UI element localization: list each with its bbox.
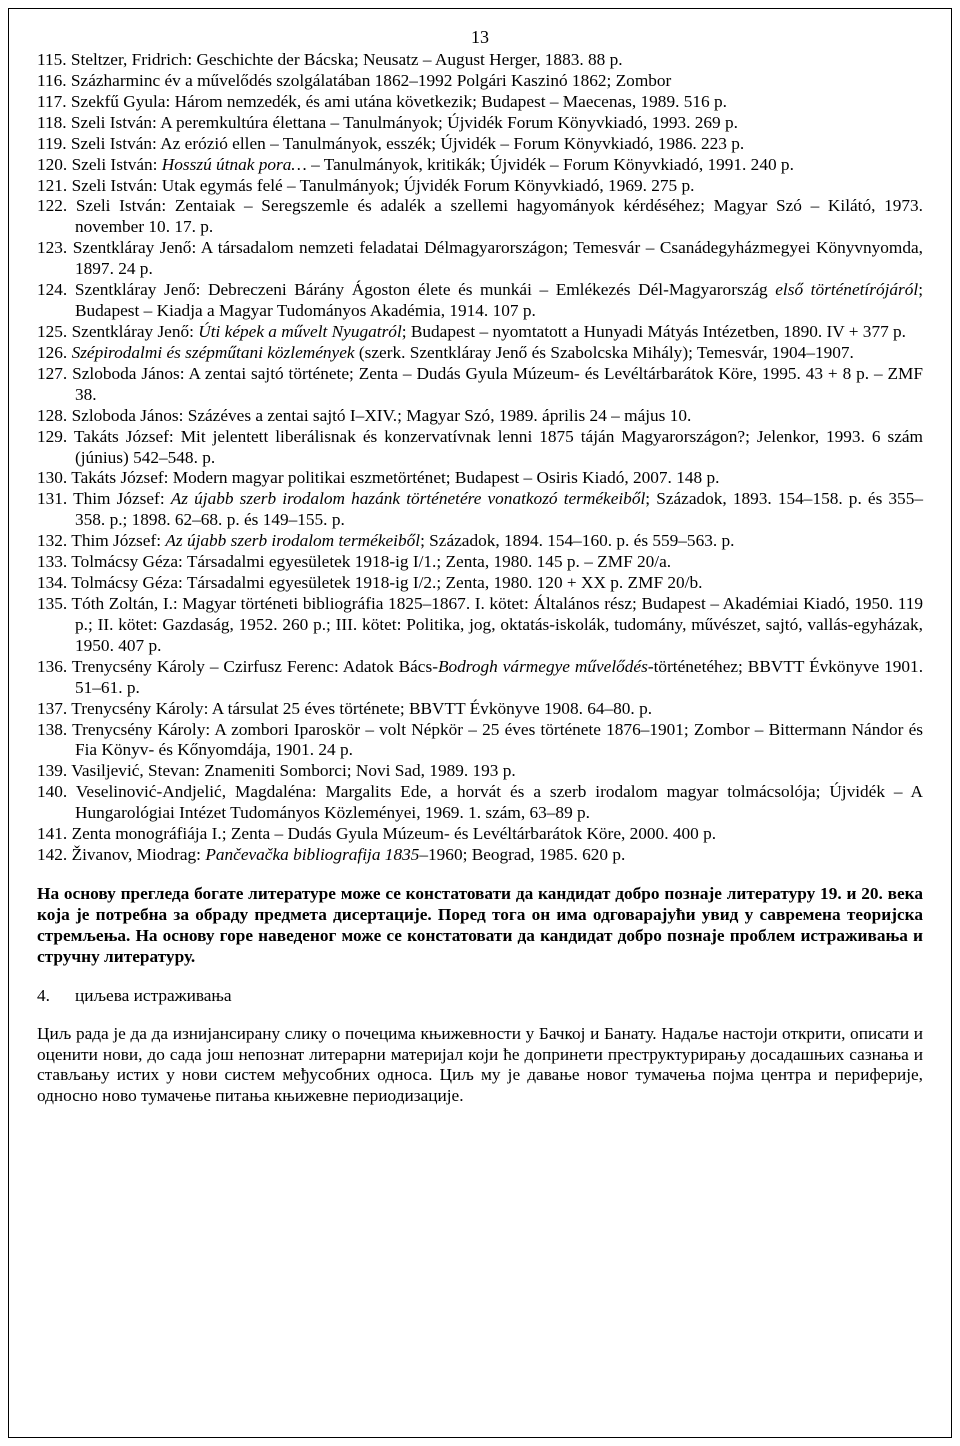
reference-item: 141. Zenta monográfiája I.; Zenta – Dudá…	[37, 824, 923, 845]
reference-item: 122. Szeli István: Zentaiak – Seregszeml…	[37, 196, 923, 238]
reference-item: 132. Thim József: Az újabb szerb irodalo…	[37, 531, 923, 552]
reference-item: 134. Tolmácsy Géza: Társadalmi egyesület…	[37, 573, 923, 594]
reference-item: 135. Tóth Zoltán, I.: Magyar történeti b…	[37, 594, 923, 657]
summary-paragraph: На основу прегледа богате литературе мож…	[37, 884, 923, 968]
reference-item: 129. Takáts József: Mit jelentett liberá…	[37, 427, 923, 469]
section-number: 4.	[37, 986, 75, 1006]
reference-item: 118. Szeli István: A peremkultúra életta…	[37, 113, 923, 134]
reference-item: 128. Szloboda János: Százéves a zentai s…	[37, 406, 923, 427]
page-number: 13	[37, 27, 923, 48]
reference-item: 123. Szentkláray Jenő: A társadalom nemz…	[37, 238, 923, 280]
reference-item: 140. Veselinović-Andjelić, Magdaléna: Ma…	[37, 782, 923, 824]
reference-item: 138. Trenycsény Károly: A zombori Iparos…	[37, 720, 923, 762]
reference-item: 116. Százharminc év a művelődés szolgála…	[37, 71, 923, 92]
reference-item: 125. Szentkláray Jenő: Úti képek a művel…	[37, 322, 923, 343]
section-title: циљева истраживања	[75, 986, 232, 1005]
reference-item: 127. Szloboda János: A zentai sajtó tört…	[37, 364, 923, 406]
page-frame: 13 115. Steltzer, Fridrich: Geschichte d…	[8, 8, 952, 1438]
reference-list: 115. Steltzer, Fridrich: Geschichte der …	[37, 50, 923, 866]
section-heading: 4.циљева истраживања	[37, 986, 923, 1006]
reference-item: 119. Szeli István: Az erózió ellen – Tan…	[37, 134, 923, 155]
reference-item: 131. Thim József: Az újabb szerb irodalo…	[37, 489, 923, 531]
reference-item: 120. Szeli István: Hosszú útnak pora… – …	[37, 155, 923, 176]
reference-item: 130. Takáts József: Modern magyar politi…	[37, 468, 923, 489]
reference-item: 126. Szépirodalmi és szépműtani közlemén…	[37, 343, 923, 364]
reference-item: 136. Trenycsény Károly – Czirfusz Ferenc…	[37, 657, 923, 699]
reference-item: 115. Steltzer, Fridrich: Geschichte der …	[37, 50, 923, 71]
reference-item: 139. Vasiljević, Stevan: Znameniti Sombo…	[37, 761, 923, 782]
reference-item: 121. Szeli István: Utak egymás felé – Ta…	[37, 176, 923, 197]
reference-item: 137. Trenycsény Károly: A társulat 25 év…	[37, 699, 923, 720]
reference-item: 124. Szentkláray Jenő: Debreczeni Bárány…	[37, 280, 923, 322]
body-paragraph: Циљ рада је да да изнијансирану слику о …	[37, 1024, 923, 1108]
reference-item: 133. Tolmácsy Géza: Társadalmi egyesület…	[37, 552, 923, 573]
reference-item: 142. Živanov, Miodrag: Pančevačka biblio…	[37, 845, 923, 866]
reference-item: 117. Szekfű Gyula: Három nemzedék, és am…	[37, 92, 923, 113]
